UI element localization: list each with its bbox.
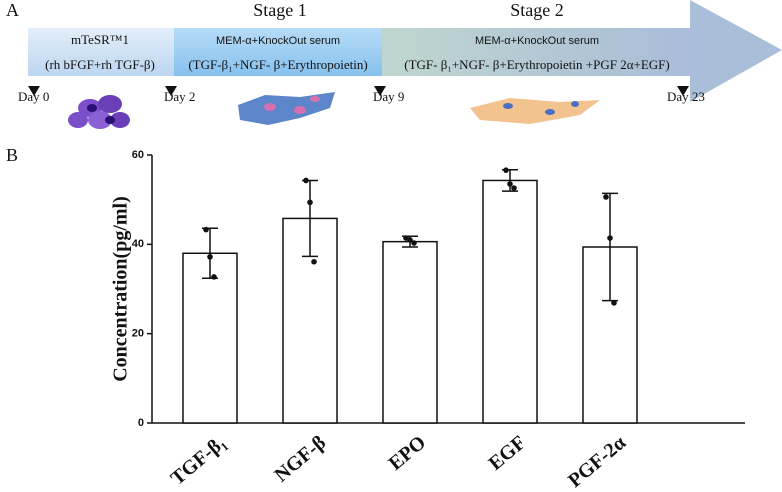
y-tick-label: 0 xyxy=(138,417,144,429)
panel-label: B xyxy=(6,145,18,165)
box-text: (TGF-β₁+NGF- β+Erythropoietin) xyxy=(188,57,367,72)
stage-title: Stage 1 xyxy=(253,0,307,20)
x-tick-label: PGF-2α xyxy=(564,431,630,491)
data-point xyxy=(211,274,217,280)
cells-icon xyxy=(238,92,335,125)
bar xyxy=(182,252,238,424)
box xyxy=(28,28,174,76)
cells-icon xyxy=(470,98,600,124)
box-text: MEM-α+KnockOut serum xyxy=(475,35,599,47)
y-axis-title: Concentration(pg/ml) xyxy=(110,196,132,382)
data-point xyxy=(311,258,317,265)
box-text: MEM-α+KnockOut serum xyxy=(216,35,340,47)
x-tick-label: TGF-β₁ xyxy=(167,431,230,489)
day-label: Day 0 xyxy=(18,89,49,104)
arrow-head xyxy=(690,0,782,102)
y-tick-label: 40 xyxy=(132,238,144,250)
day-label: Day 23 xyxy=(667,89,705,104)
data-point xyxy=(607,235,613,241)
day-markers xyxy=(28,86,689,96)
data-point xyxy=(511,185,517,191)
cells-icon xyxy=(68,95,130,129)
data-point xyxy=(603,194,609,200)
bar xyxy=(382,240,438,424)
day-label: Day 2 xyxy=(164,89,195,104)
x-tick-label: EPO xyxy=(385,431,431,474)
data-point xyxy=(407,237,413,243)
box-text: (TGF- β₁+NGF- β+Erythropoietin +PGF 2α+E… xyxy=(404,57,670,72)
data-point xyxy=(503,167,509,173)
box xyxy=(382,28,690,76)
data-point xyxy=(611,300,617,306)
box-text: (rh bFGF+rh TGF-β) xyxy=(45,57,155,72)
panel-label: A xyxy=(6,0,19,20)
day-label: Day 9 xyxy=(373,89,404,104)
bar xyxy=(482,179,538,424)
x-tick-label: EGF xyxy=(485,431,531,474)
data-point xyxy=(307,199,313,206)
y-tick-label: 20 xyxy=(132,328,144,340)
protocol-diagram: A Stage 1 Stage 2 mTeSR™1 (rh bFGF+rh TG… xyxy=(6,0,782,129)
box-text: mTeSR™1 xyxy=(71,32,129,47)
x-tick-label: NGF-β xyxy=(271,431,331,486)
data-point xyxy=(303,177,309,184)
stage-title: Stage 2 xyxy=(510,0,564,20)
y-tick-label: 60 xyxy=(132,149,144,161)
box xyxy=(174,28,382,76)
data-point xyxy=(203,226,209,233)
data-point xyxy=(507,181,513,187)
data-point xyxy=(411,240,417,246)
data-point xyxy=(207,254,213,260)
